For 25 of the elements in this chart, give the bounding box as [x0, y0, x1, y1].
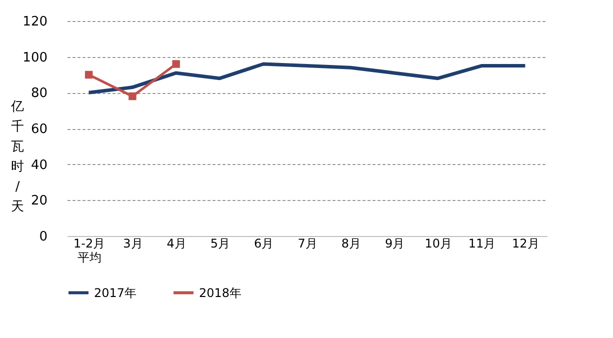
x-tick-label: 6月: [254, 236, 274, 250]
point: [172, 60, 180, 68]
y-tick-label: 100: [22, 50, 48, 66]
x-tick-label: 7月: [298, 236, 318, 250]
point: [84, 70, 93, 79]
line-series: [87, 62, 527, 94]
x-tick-label: 3月: [123, 236, 143, 250]
point: [128, 92, 136, 100]
y-tick-label: 0: [39, 230, 48, 244]
x-tick-label: 10月: [424, 236, 452, 250]
y-tick-label: 60: [30, 122, 48, 137]
y-tick-label: 80: [30, 86, 48, 102]
x-tick-label: 9月: [384, 236, 405, 250]
y-tick-label: 40: [30, 158, 48, 173]
x-tick-label: 8月: [341, 236, 361, 250]
y-tick-label: 20: [30, 194, 48, 209]
x-tick-label: 1-2月平均: [74, 236, 106, 264]
x-tick-label: 11月: [468, 236, 496, 250]
x-tick-label: 4月: [166, 236, 186, 250]
y-axis-title: 亿千瓦时/天: [10, 100, 24, 214]
x-tick-label: 12月: [512, 236, 540, 250]
legend-label: 2017年: [94, 286, 137, 300]
legend-label: 2018年: [199, 286, 242, 300]
x-tick-label: 5月: [210, 236, 230, 250]
y-tick-label: 120: [22, 14, 48, 30]
